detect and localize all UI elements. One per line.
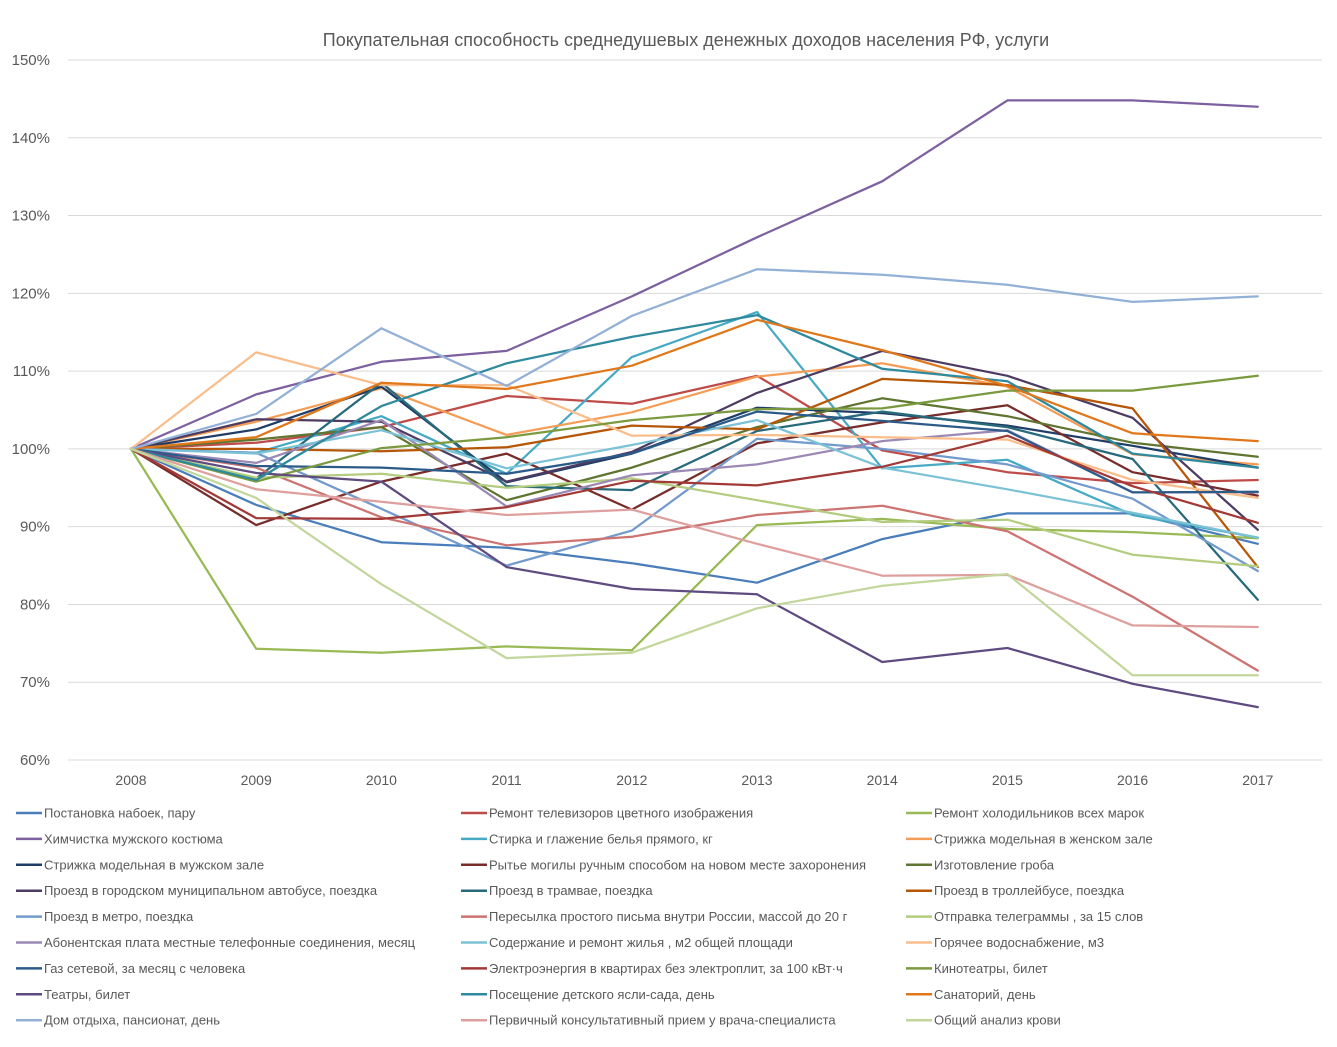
series-line-27: [129, 447, 1259, 677]
legend-label: Стрижка модельная в женском зале: [934, 831, 1153, 846]
legend-label: Отправка телеграммы , за 15 слов: [934, 909, 1143, 924]
series-line-9: [129, 397, 1259, 502]
series-line-12: [129, 377, 1259, 569]
legend-label: Санаторий, день: [934, 987, 1036, 1002]
series-line-22: [129, 447, 1259, 709]
legend-label: Проезд в городском муниципальном автобус…: [44, 883, 378, 898]
x-tick-label: 2014: [867, 772, 898, 788]
legend-label: Посещение детского ясли-сада, день: [489, 987, 715, 1002]
legend-label: Рытье могилы ручным способом на новом ме…: [489, 857, 866, 872]
y-tick-label: 70%: [20, 674, 50, 691]
y-tick-label: 80%: [20, 596, 50, 613]
y-tick-label: 140%: [12, 130, 50, 147]
x-axis-ticks: 2008 2009 2010 2011 2012 2013 2014 2015 2016 2017: [115, 772, 1273, 788]
legend-label: Ремонт телевизоров цветного изображения: [489, 806, 753, 821]
legend-label: Стрижка модельная в мужском зале: [44, 857, 264, 872]
legend-label: Изготовление гроба: [934, 857, 1055, 872]
legend-label: Абонентская плата местные телефонные сое…: [44, 935, 416, 950]
legend-label: Пересылка простого письма внутри России,…: [489, 909, 848, 924]
series-line-21: [129, 374, 1259, 483]
legend-label: Театры, билет: [44, 987, 130, 1002]
legend-label: Горячее водоснабжение, м3: [934, 935, 1104, 950]
legend-label: Газ сетевой, за месяц с человека: [44, 961, 246, 976]
series-line-13: [129, 437, 1259, 573]
legend-label: Постановка набоек, пару: [44, 806, 196, 821]
legend: Постановка набоек, пару Ремонт телевизоро…: [16, 806, 1153, 1028]
legend-label: Кинотеатры, билет: [934, 961, 1048, 976]
y-tick-label: 90%: [20, 519, 50, 536]
y-tick-label: 120%: [12, 285, 50, 302]
series-line-7: [129, 385, 1259, 484]
legend-label: Дом отдыха, пансионат, день: [44, 1013, 220, 1028]
gridlines: [68, 59, 1322, 761]
series-line-25: [129, 268, 1259, 451]
series-line-5: [129, 310, 1259, 539]
x-tick-label: 2016: [1117, 772, 1148, 788]
series-line-4: [129, 99, 1259, 451]
series-line-6: [129, 362, 1259, 466]
x-tick-label: 2012: [616, 772, 647, 788]
chart-title: Покупательная способность среднедушевых …: [323, 30, 1049, 50]
series-line-1: [129, 447, 1259, 584]
legend-label: Содержание и ремонт жилья , м2 общей пло…: [489, 935, 793, 950]
x-tick-label: 2009: [241, 772, 272, 788]
series-line-26: [129, 447, 1259, 629]
legend-label: Химчистка мужского костюма: [44, 831, 224, 846]
y-tick-label: 150%: [12, 52, 50, 69]
legend-label: Проезд в метро, поездка: [44, 909, 194, 924]
y-tick-label: 130%: [12, 208, 50, 225]
series-line-24: [129, 318, 1259, 451]
legend-label: Общий анализ крови: [934, 1013, 1061, 1028]
legend-label: Первичный консультативный прием у врача-…: [489, 1013, 836, 1028]
x-tick-label: 2015: [992, 772, 1023, 788]
series-lines: [129, 99, 1259, 709]
x-tick-label: 2008: [115, 772, 146, 788]
series-line-15: [129, 447, 1259, 568]
legend-label: Проезд в трамвае, поездка: [489, 883, 653, 898]
x-tick-label: 2013: [741, 772, 772, 788]
legend-label: Электроэнергия в квартирах без электропл…: [489, 961, 843, 976]
series-line-3: [129, 447, 1259, 654]
series-line-11: [129, 381, 1259, 601]
y-tick-label: 60%: [20, 752, 50, 769]
y-tick-label: 110%: [13, 363, 50, 380]
x-tick-label: 2011: [492, 772, 522, 788]
x-tick-label: 2010: [366, 772, 397, 788]
series-line-8: [129, 404, 1259, 527]
legend-label: Ремонт холодильников всех марок: [934, 806, 1144, 821]
x-tick-label: 2017: [1242, 772, 1273, 788]
series-line-20: [129, 434, 1259, 524]
y-axis-ticks: 60% 70% 80% 90% 100% 110% 120% 130% 140% 150%: [12, 52, 50, 769]
legend-label: Стирка и глажение белья прямого, кг: [489, 831, 713, 846]
legend-label: Проезд в троллейбусе, поездка: [934, 883, 1125, 898]
series-line-23: [129, 313, 1259, 482]
y-tick-label: 100%: [12, 441, 50, 458]
